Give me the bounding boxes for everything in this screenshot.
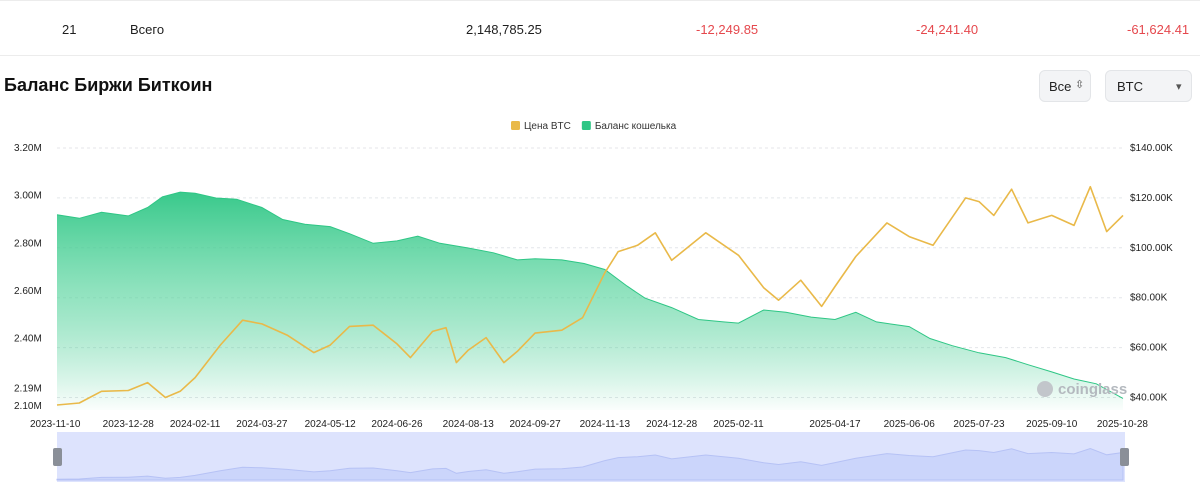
y-left-tick-label: 2.10M — [14, 401, 42, 412]
range-select-value: Все — [1049, 79, 1072, 94]
up-down-chevron-icon: ⇳ — [1075, 79, 1085, 91]
y-left-tick-label: 2.19M — [14, 384, 42, 395]
x-tick-label: 2025-10-28 — [1097, 419, 1149, 430]
table-row-total: 21 Всего 2,148,785.25 -12,249.85 -24,241… — [0, 0, 1200, 56]
legend-item[interactable]: Баланс кошелька — [581, 121, 677, 132]
row-index: 21 — [62, 22, 77, 37]
section-title: Баланс Биржи Биткоин — [4, 75, 213, 95]
coinglass-logo-icon — [1037, 381, 1053, 397]
x-tick-label: 2024-08-13 — [443, 419, 495, 430]
navigator-left-handle[interactable] — [53, 448, 62, 466]
range-navigator[interactable] — [53, 432, 1129, 482]
coin-select-value: BTC — [1117, 79, 1143, 94]
watermark-text: coinglass — [1058, 381, 1127, 398]
chart-legend[interactable]: Цена BTC Баланс кошелька — [511, 121, 677, 132]
x-tick-label: 2024-05-12 — [305, 419, 357, 430]
x-tick-label: 2024-03-27 — [236, 419, 288, 430]
caret-down-icon: ▾ — [1176, 81, 1182, 93]
watermark: coinglass — [1037, 381, 1127, 398]
x-tick-label: 2025-06-06 — [884, 419, 936, 430]
x-axis: 2023-11-10 2023-12-28 2024-02-11 2024-03-27… — [30, 419, 1148, 430]
y-right-tick-label: $100.00K — [1130, 243, 1173, 254]
y-axis-right: $140.00K $120.00K $100.00K $80.00K $60.00K $4… — [1130, 143, 1173, 404]
balance-chart: 3.20M 3.00M 2.80M 2.60M 2.40M 2.19M 2.10M $140… — [14, 121, 1173, 482]
row-label: Всего — [130, 22, 165, 37]
row-balance: 2,148,785.25 — [466, 22, 542, 37]
x-tick-label: 2024-09-27 — [509, 419, 561, 430]
coin-select[interactable]: BTC ▾ — [1105, 70, 1192, 102]
legend-item[interactable]: Цена BTC — [511, 121, 571, 132]
y-right-tick-label: $60.00K — [1130, 343, 1168, 354]
y-right-tick-label: $80.00K — [1130, 293, 1168, 304]
x-tick-label: 2025-09-10 — [1026, 419, 1078, 430]
row-change-2: -24,241.40 — [916, 22, 979, 37]
x-tick-label: 2025-04-17 — [809, 419, 861, 430]
x-tick-label: 2025-07-23 — [953, 419, 1005, 430]
legend-swatch — [511, 121, 520, 130]
balance-series-line — [56, 191, 1124, 399]
y-right-tick-label: $120.00K — [1130, 193, 1173, 204]
legend-label: Баланс кошелька — [595, 121, 677, 132]
x-tick-label: 2024-02-11 — [170, 419, 221, 430]
legend-label: Цена BTC — [524, 121, 571, 132]
y-right-tick-label: $40.00K — [1130, 393, 1168, 404]
row-change-3: -61,624.41 — [1127, 22, 1190, 37]
range-select[interactable]: Все ⇳ — [1039, 70, 1091, 102]
x-tick-label: 2024-12-28 — [646, 419, 698, 430]
x-tick-label: 2023-11-10 — [30, 419, 81, 430]
x-tick-label: 2025-02-11 — [713, 419, 764, 430]
y-right-tick-label: $140.00K — [1130, 143, 1173, 154]
row-change-1: -12,249.85 — [696, 22, 759, 37]
y-left-tick-label: 3.00M — [14, 191, 42, 202]
navigator-price-area — [56, 447, 1124, 481]
x-tick-label: 2024-11-13 — [580, 419, 631, 430]
legend-swatch — [581, 121, 591, 130]
price-series-line — [56, 185, 1124, 406]
y-left-tick-label: 2.40M — [14, 334, 42, 345]
y-left-tick-label: 3.20M — [14, 143, 42, 154]
x-tick-label: 2023-12-28 — [103, 419, 155, 430]
x-tick-label: 2024-06-26 — [371, 419, 423, 430]
y-left-tick-label: 2.60M — [14, 286, 42, 297]
y-axis-left: 3.20M 3.00M 2.80M 2.60M 2.40M 2.19M 2.10M — [14, 143, 42, 412]
y-left-tick-label: 2.80M — [14, 238, 42, 249]
navigator-right-handle[interactable] — [1120, 448, 1129, 466]
